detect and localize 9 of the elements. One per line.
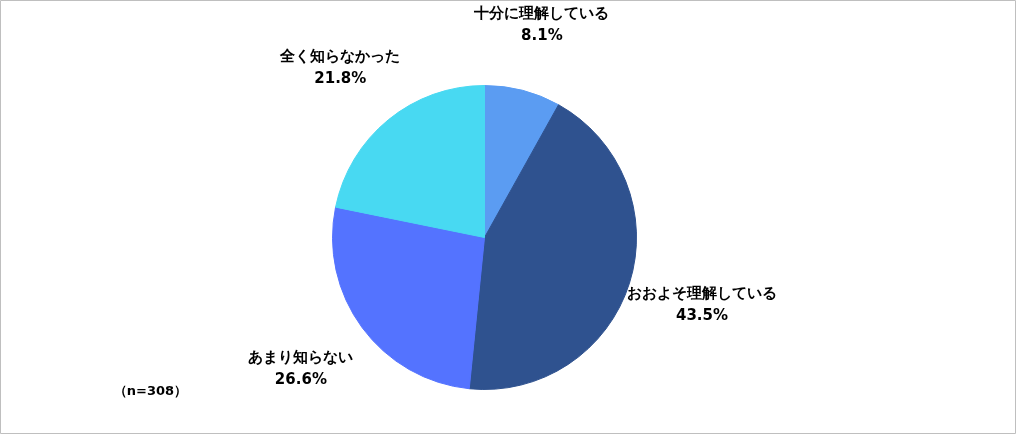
slice-label: あまり知らない (248, 348, 354, 367)
slice-label: 十分に理解している (473, 4, 610, 23)
slice-label: 全く知らなかった (279, 46, 401, 65)
data-label: 26.6% (274, 370, 327, 389)
data-label: 8.1% (521, 26, 563, 45)
data-label: 21.8% (314, 68, 367, 87)
data-label: 43.5% (675, 305, 729, 324)
slice-label: おおよそ理解している (627, 283, 777, 302)
text: （n=308） (113, 383, 188, 398)
